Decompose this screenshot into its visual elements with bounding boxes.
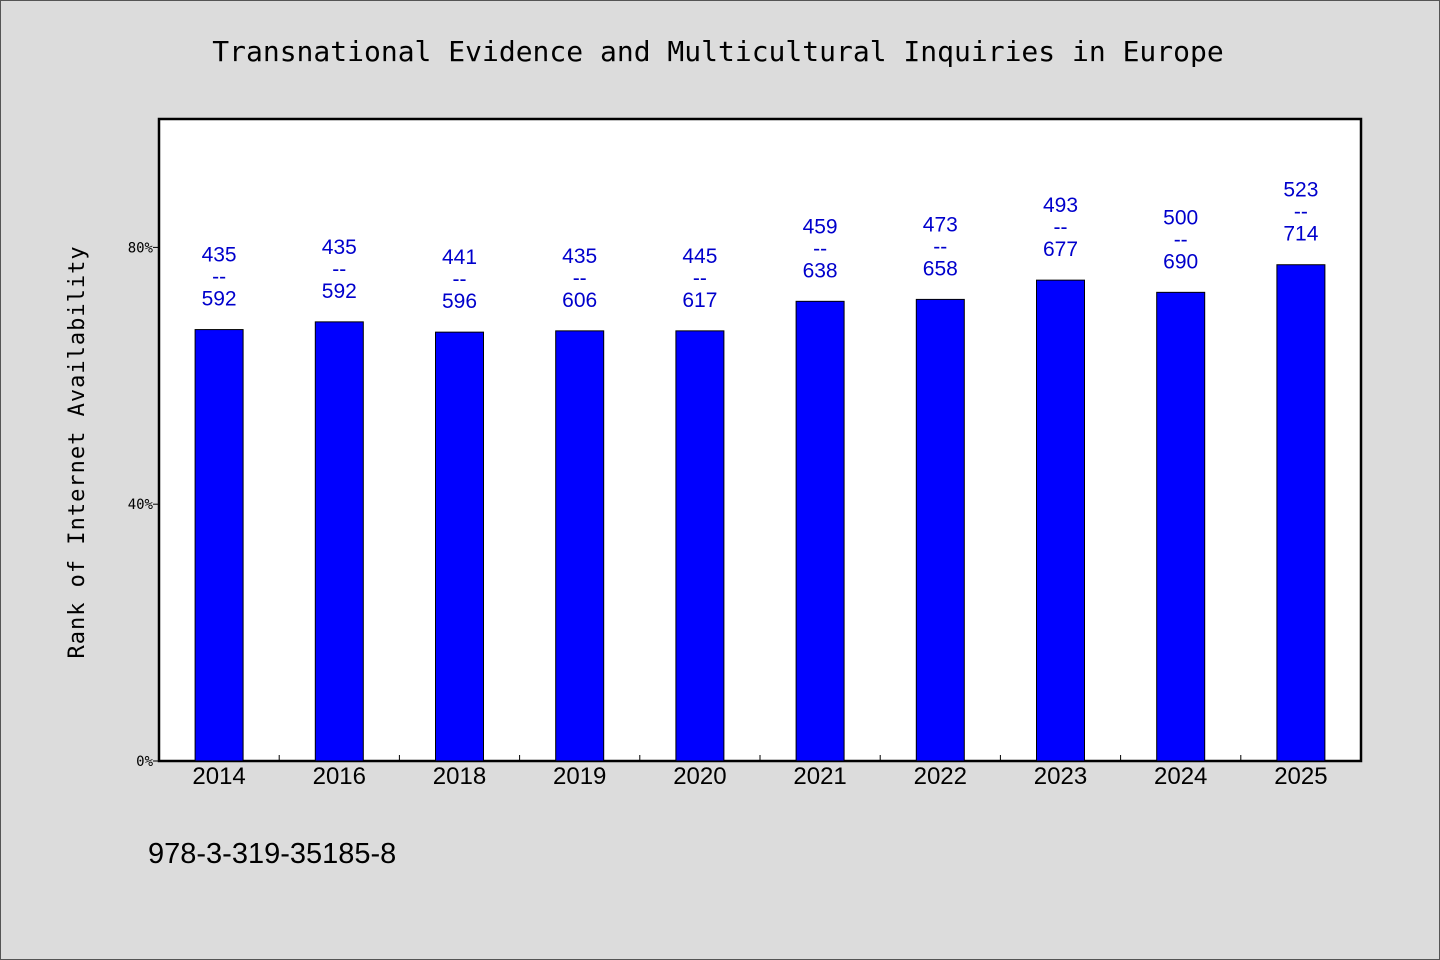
- x-tick-label: 2025: [1274, 763, 1327, 790]
- data-label: 606: [562, 289, 597, 312]
- data-label: 435: [562, 245, 597, 268]
- y-tick-label: 80%: [128, 240, 154, 256]
- data-label: 638: [803, 259, 838, 282]
- y-tick-label: 40%: [128, 497, 154, 513]
- data-label: 592: [202, 288, 237, 311]
- data-label: 500: [1163, 206, 1198, 229]
- data-label: 658: [923, 257, 958, 280]
- data-label: 592: [322, 280, 357, 303]
- data-label: 714: [1283, 223, 1318, 246]
- data-label: 435: [202, 244, 237, 267]
- x-tick-label: 2021: [793, 763, 846, 790]
- footer-code: 978-3-319-35185-8: [148, 838, 396, 870]
- data-label: 441: [442, 246, 477, 269]
- chart-title: Transnational Evidence and Multicultural…: [212, 35, 1223, 68]
- data-label: --: [1174, 228, 1188, 251]
- x-tick-label: 2023: [1034, 763, 1087, 790]
- x-tick-label: 2022: [914, 763, 967, 790]
- bar: [1156, 291, 1206, 762]
- data-label: --: [693, 267, 707, 290]
- data-label: --: [1294, 201, 1308, 224]
- data-label: 473: [923, 213, 958, 236]
- x-tick-label: 2019: [553, 763, 606, 790]
- bar: [555, 330, 605, 762]
- data-label: --: [573, 267, 587, 290]
- data-label: 690: [1163, 250, 1198, 273]
- data-label: 493: [1043, 194, 1078, 217]
- data-label: --: [813, 237, 827, 260]
- x-tick-label: 2018: [433, 763, 486, 790]
- data-label: --: [933, 235, 947, 258]
- x-tick-label: 2016: [313, 763, 366, 790]
- bar: [1036, 279, 1085, 762]
- bar: [314, 321, 364, 762]
- bar: [1276, 264, 1326, 762]
- x-tick-label: 2024: [1154, 763, 1207, 790]
- data-label: 459: [803, 215, 838, 238]
- bar: [675, 330, 725, 762]
- data-label: --: [453, 268, 467, 291]
- x-tick-label: 2020: [673, 763, 726, 790]
- bar: [435, 331, 484, 762]
- x-tick-label: 2014: [192, 763, 245, 790]
- y-tick-label: 0%: [136, 754, 153, 770]
- data-label: 617: [682, 289, 717, 312]
- data-label: 445: [682, 245, 717, 268]
- data-label: 523: [1283, 179, 1318, 202]
- data-label: 596: [442, 290, 477, 313]
- bar: [915, 298, 965, 762]
- bar: [795, 300, 845, 762]
- data-label: --: [1054, 216, 1068, 239]
- bar: [194, 329, 244, 762]
- data-label: 435: [322, 236, 357, 259]
- data-label: 677: [1043, 238, 1078, 261]
- y-axis-label: Rank of Internet Availability: [65, 245, 90, 658]
- data-label: --: [332, 258, 346, 281]
- data-label: --: [212, 266, 226, 289]
